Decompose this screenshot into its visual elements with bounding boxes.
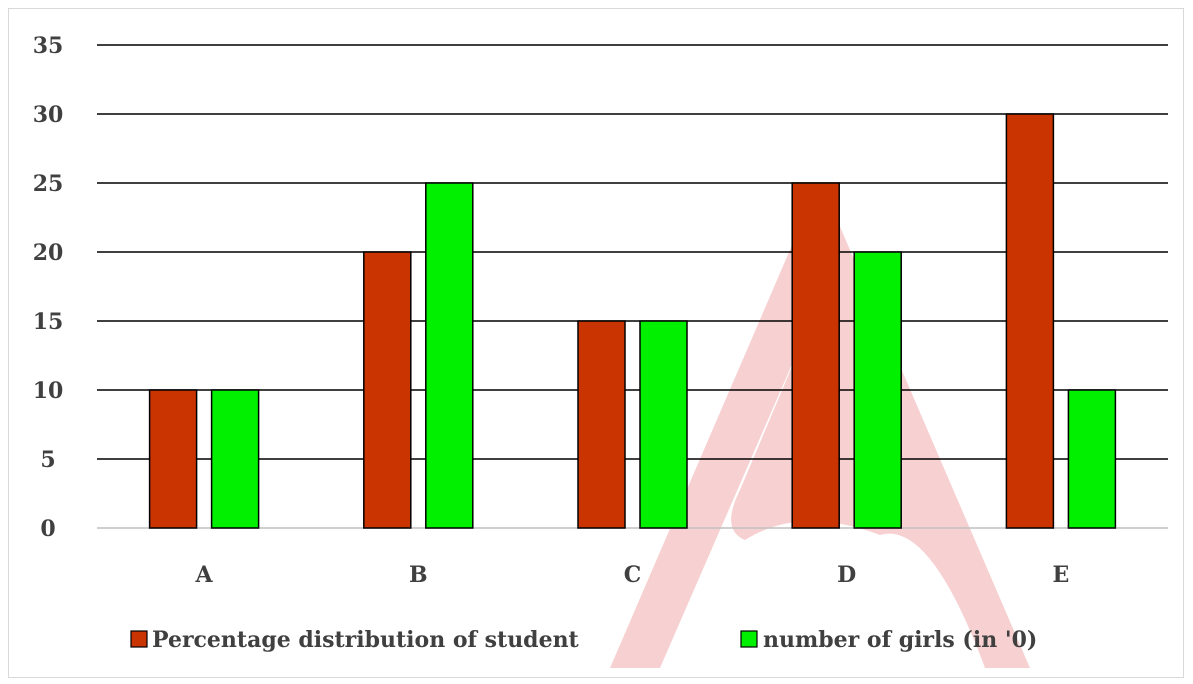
bar-girls-D — [853, 251, 902, 529]
bar-girls-A — [210, 389, 260, 529]
legend: Percentage distribution of student number… — [130, 627, 1037, 653]
legend-label: number of girls (in '0) — [763, 627, 1037, 653]
y-tick-label: 0 — [40, 516, 55, 542]
bar-girls-B — [425, 182, 474, 529]
gridlines — [97, 44, 1168, 529]
x-tick-label: E — [1053, 562, 1070, 588]
y-tick-label: 20 — [33, 240, 64, 266]
legend-label: Percentage distribution of student — [152, 627, 580, 653]
legend-swatch — [740, 630, 758, 648]
x-axis: A B C D E — [195, 562, 1070, 588]
x-tick-label: B — [409, 562, 428, 588]
legend-swatch — [130, 630, 148, 648]
bar-student-A — [148, 389, 198, 529]
x-tick-label: D — [837, 562, 856, 588]
y-axis: 0 5 10 15 20 25 30 35 — [33, 33, 64, 542]
y-tick-label: 15 — [33, 309, 64, 335]
x-tick-label: A — [195, 562, 214, 588]
bar-girls-C — [639, 320, 688, 529]
y-tick-label: 35 — [33, 33, 64, 59]
bar-student-E — [1005, 113, 1055, 529]
y-tick-label: 10 — [33, 378, 64, 404]
bar-student-B — [363, 251, 412, 529]
y-tick-label: 25 — [33, 171, 64, 197]
x-tick-label: C — [624, 562, 642, 588]
bar-student-D — [791, 182, 840, 529]
y-tick-label: 30 — [33, 102, 64, 128]
bar-girls-E — [1067, 389, 1117, 529]
bars — [148, 113, 1117, 529]
bar-student-C — [577, 320, 626, 529]
y-tick-label: 5 — [40, 447, 55, 473]
